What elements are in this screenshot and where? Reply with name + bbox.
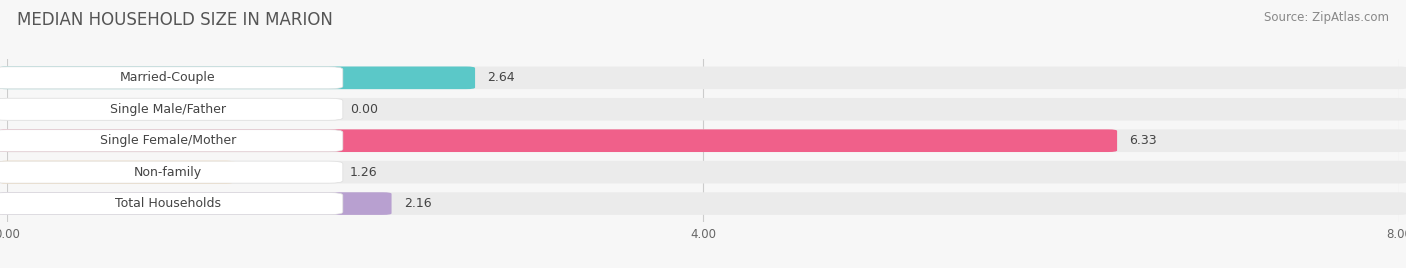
FancyBboxPatch shape [0, 161, 235, 184]
Text: Married-Couple: Married-Couple [120, 71, 215, 84]
FancyBboxPatch shape [0, 66, 1406, 89]
Text: 2.16: 2.16 [404, 197, 432, 210]
FancyBboxPatch shape [0, 161, 343, 183]
Text: 2.64: 2.64 [488, 71, 515, 84]
Text: 1.26: 1.26 [350, 166, 377, 179]
FancyBboxPatch shape [0, 129, 1406, 152]
FancyBboxPatch shape [0, 67, 343, 89]
Text: Source: ZipAtlas.com: Source: ZipAtlas.com [1264, 11, 1389, 24]
Text: 6.33: 6.33 [1129, 134, 1157, 147]
FancyBboxPatch shape [0, 98, 1406, 121]
FancyBboxPatch shape [0, 130, 343, 152]
FancyBboxPatch shape [0, 66, 475, 89]
Text: Single Male/Father: Single Male/Father [110, 103, 226, 116]
Text: Non-family: Non-family [134, 166, 202, 179]
FancyBboxPatch shape [0, 193, 343, 215]
FancyBboxPatch shape [0, 192, 391, 215]
FancyBboxPatch shape [0, 192, 1406, 215]
FancyBboxPatch shape [0, 161, 1406, 184]
Text: MEDIAN HOUSEHOLD SIZE IN MARION: MEDIAN HOUSEHOLD SIZE IN MARION [17, 11, 333, 29]
FancyBboxPatch shape [0, 129, 1118, 152]
Text: Total Households: Total Households [115, 197, 221, 210]
Text: Single Female/Mother: Single Female/Mother [100, 134, 236, 147]
FancyBboxPatch shape [0, 98, 343, 120]
Text: 0.00: 0.00 [350, 103, 378, 116]
